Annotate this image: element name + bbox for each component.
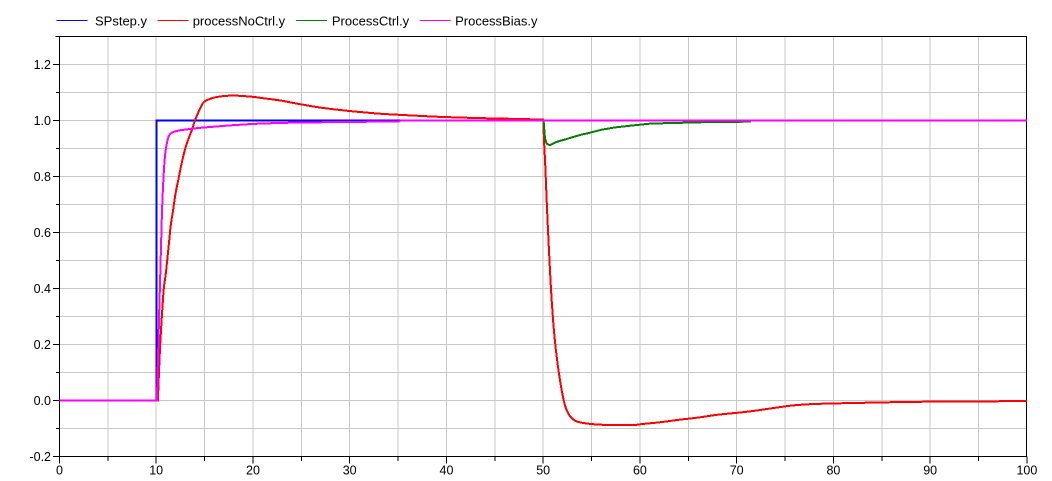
svg-text:20: 20: [246, 464, 260, 478]
svg-text:40: 40: [440, 464, 454, 478]
svg-text:70: 70: [730, 464, 744, 478]
svg-text:80: 80: [826, 464, 840, 478]
svg-text:processNoCtrl.y: processNoCtrl.y: [193, 13, 286, 28]
svg-text:ProcessBias.y: ProcessBias.y: [455, 13, 538, 28]
svg-text:SPstep.y: SPstep.y: [95, 13, 148, 28]
svg-text:1.0: 1.0: [34, 114, 51, 128]
svg-text:1.2: 1.2: [34, 58, 51, 72]
svg-text:0: 0: [56, 464, 63, 478]
svg-text:0.4: 0.4: [34, 282, 51, 296]
svg-text:ProcessCtrl.y: ProcessCtrl.y: [332, 13, 410, 28]
svg-text:10: 10: [149, 464, 163, 478]
svg-text:0.6: 0.6: [34, 226, 51, 240]
svg-text:-0.2: -0.2: [29, 450, 51, 464]
svg-text:100: 100: [1016, 464, 1037, 478]
svg-text:30: 30: [343, 464, 357, 478]
svg-text:0.8: 0.8: [34, 170, 51, 184]
svg-text:0.2: 0.2: [34, 338, 51, 352]
svg-text:50: 50: [536, 464, 550, 478]
svg-text:90: 90: [923, 464, 937, 478]
svg-text:60: 60: [633, 464, 647, 478]
svg-text:0.0: 0.0: [34, 394, 51, 408]
